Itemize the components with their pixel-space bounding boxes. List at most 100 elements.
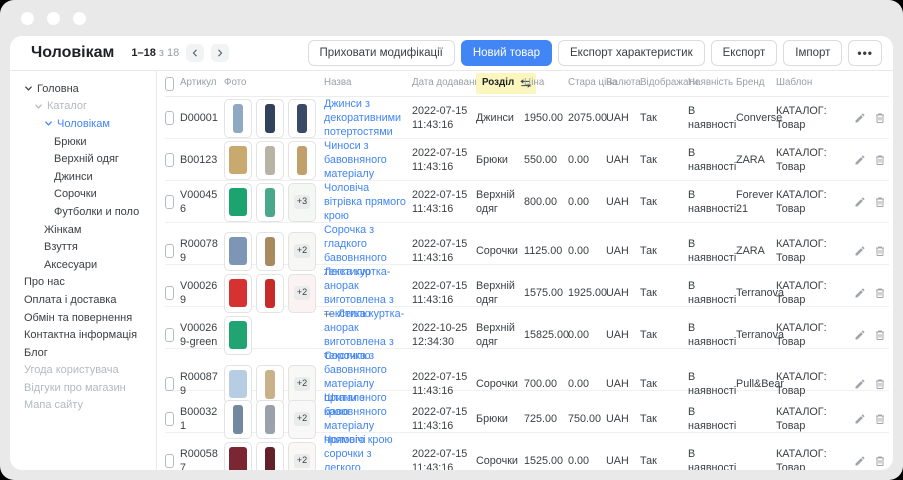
more-photos-badge[interactable]: +3 <box>288 182 316 222</box>
sidebar-item[interactable]: Контактна інформація <box>10 326 156 344</box>
pencil-icon[interactable] <box>854 329 866 341</box>
hide-modifications-button[interactable]: Приховати модифікації <box>307 40 455 66</box>
product-thumbnail[interactable] <box>224 364 252 404</box>
sidebar-item[interactable]: Оплата і доставка <box>10 291 156 309</box>
row-checkbox[interactable] <box>165 286 174 301</box>
product-thumbnail[interactable] <box>224 140 252 180</box>
sidebar-item[interactable]: Сорочки <box>10 186 156 204</box>
trash-icon[interactable] <box>874 455 886 467</box>
trash-icon[interactable] <box>874 245 886 257</box>
product-name-link[interactable]: Легка куртка-анорак виготовлена з тексти… <box>324 266 394 321</box>
sort-swap-icon[interactable] <box>520 79 531 88</box>
product-thumbnail[interactable] <box>224 231 252 271</box>
row-checkbox[interactable] <box>165 412 174 427</box>
new-product-button[interactable]: Новий товар <box>460 40 553 66</box>
product-thumbnail[interactable] <box>224 182 252 222</box>
product-name-link[interactable]: Штани з бавовняного матеріалу прямого кр… <box>324 392 393 447</box>
row-checkbox[interactable] <box>165 454 174 469</box>
sidebar-item[interactable]: Брюки <box>10 133 156 151</box>
sidebar-item[interactable]: Жінкам <box>10 221 156 239</box>
more-actions-button[interactable]: ••• <box>848 40 882 66</box>
pencil-icon[interactable] <box>854 112 866 124</box>
next-page-button[interactable] <box>211 44 230 62</box>
window-control-dot[interactable] <box>21 11 34 25</box>
product-thumbnail[interactable] <box>256 140 284 180</box>
export-attributes-button[interactable]: Експорт характеристик <box>558 40 705 66</box>
product-thumbnail[interactable] <box>256 182 284 222</box>
product-name-link[interactable]: Джинси з декоративними потертостями <box>324 98 402 139</box>
trash-icon[interactable] <box>874 413 886 425</box>
pencil-icon[interactable] <box>854 413 866 425</box>
sidebar-item[interactable]: Про нас <box>10 274 156 292</box>
product-name-link[interactable]: Легка куртка-анорак виготовлена з тексти… <box>324 308 405 363</box>
trash-icon[interactable] <box>874 329 886 341</box>
product-name-link[interactable]: Чоловіча вітрівка прямого крою <box>324 182 406 223</box>
more-photos-badge[interactable]: +2 <box>288 399 316 439</box>
sidebar-item[interactable]: Обмін та повернення <box>10 309 156 327</box>
sidebar-item[interactable]: Відгуки про магазин <box>10 379 156 397</box>
row-checkbox[interactable] <box>165 195 174 210</box>
product-thumbnail[interactable] <box>288 140 316 180</box>
sidebar-item-label: Головна <box>37 82 79 95</box>
trash-icon[interactable] <box>874 196 886 208</box>
pencil-icon[interactable] <box>854 245 866 257</box>
photo-list: +2 <box>224 273 324 313</box>
pencil-icon[interactable] <box>854 287 866 299</box>
sidebar-item[interactable]: Взуття <box>10 238 156 256</box>
sidebar-item-label: Джинси <box>54 170 93 183</box>
trash-icon[interactable] <box>874 378 886 390</box>
pencil-icon[interactable] <box>854 154 866 166</box>
prev-page-button[interactable] <box>186 44 205 62</box>
row-checkbox[interactable] <box>165 244 174 259</box>
product-name-link[interactable]: Сорочка з гладкого бавовняного текстилю <box>324 224 387 279</box>
window-control-dot[interactable] <box>47 11 60 25</box>
trash-icon[interactable] <box>874 287 886 299</box>
product-thumbnail[interactable] <box>224 98 252 138</box>
more-photos-badge[interactable]: +2 <box>288 231 316 271</box>
sidebar-item[interactable]: Мапа сайту <box>10 397 156 415</box>
product-thumbnail[interactable] <box>224 315 252 355</box>
select-all-checkbox[interactable] <box>165 76 174 91</box>
column-header-section[interactable]: Розділ <box>476 73 537 94</box>
sidebar-item[interactable]: Головна <box>10 80 156 98</box>
product-thumbnail[interactable] <box>288 98 316 138</box>
pencil-icon[interactable] <box>854 455 866 467</box>
more-photos-badge[interactable]: +2 <box>288 273 316 313</box>
row-checkbox[interactable] <box>165 328 174 343</box>
product-thumbnail[interactable] <box>256 364 284 404</box>
row-checkbox[interactable] <box>165 153 174 168</box>
product-thumbnail[interactable] <box>224 441 252 470</box>
more-photos-badge[interactable]: +2 <box>288 364 316 404</box>
product-thumbnail[interactable] <box>256 231 284 271</box>
row-checkbox[interactable] <box>165 377 174 392</box>
sidebar-item[interactable]: Аксесуари <box>10 256 156 274</box>
window-control-dot[interactable] <box>73 11 86 25</box>
import-button[interactable]: Імпорт <box>783 40 843 66</box>
more-photos-badge[interactable]: +2 <box>288 441 316 470</box>
sidebar-item[interactable]: Верхній одяг <box>10 150 156 168</box>
sidebar-item[interactable]: Каталог <box>10 98 156 116</box>
trash-icon[interactable] <box>874 112 886 124</box>
row-checkbox[interactable] <box>165 111 174 126</box>
trash-icon[interactable] <box>874 154 886 166</box>
export-button[interactable]: Експорт <box>710 40 778 66</box>
sidebar-item[interactable]: Угода користувача <box>10 362 156 380</box>
product-thumbnail[interactable] <box>224 399 252 439</box>
sidebar-item[interactable]: Чоловікам <box>10 115 156 133</box>
products-table: Артикул Фото Назва Дата додавання Розділ… <box>157 71 893 470</box>
sidebar-item[interactable]: Блог <box>10 344 156 362</box>
product-name-link[interactable]: Сорочка з бавовняного матеріалу притален… <box>324 350 387 419</box>
pencil-icon[interactable] <box>854 378 866 390</box>
page-title: Чоловікам <box>31 44 115 61</box>
product-thumbnail[interactable] <box>256 98 284 138</box>
sidebar-item[interactable]: Футболки и поло <box>10 203 156 221</box>
product-thumbnail[interactable] <box>256 441 284 470</box>
column-header-availability: Наявність <box>688 77 734 89</box>
product-thumbnail[interactable] <box>256 273 284 313</box>
product-thumbnail[interactable] <box>224 273 252 313</box>
pencil-icon[interactable] <box>854 196 866 208</box>
product-name-link[interactable]: Чиноси з бавовняного матеріалу <box>324 140 387 181</box>
product-name-link[interactable]: Чоловічі сорочки з легкого текстилю <box>324 434 372 470</box>
sidebar-item[interactable]: Джинси <box>10 168 156 186</box>
product-thumbnail[interactable] <box>256 399 284 439</box>
